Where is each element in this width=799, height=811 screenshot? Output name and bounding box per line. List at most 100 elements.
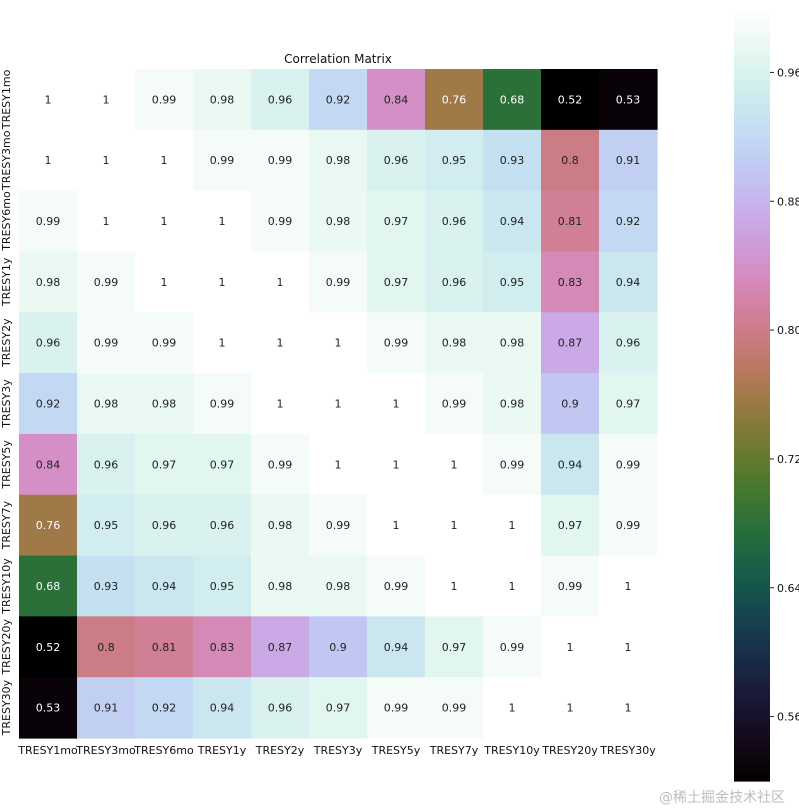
cell-value-label: 0.96 <box>94 458 119 471</box>
colorbar-segment <box>734 747 770 753</box>
colorbar-segment <box>734 326 770 333</box>
heatmap-cell <box>77 677 136 739</box>
heatmap-cell <box>425 373 484 435</box>
cell-value-label: 0.94 <box>558 458 583 471</box>
colorbar-segment <box>734 476 770 483</box>
colorbar-segment <box>734 761 770 768</box>
heatmap-cell <box>193 677 252 739</box>
cell-value-label: 0.92 <box>326 93 351 106</box>
heatmap-cell <box>309 129 368 192</box>
colorbar-segment <box>734 423 770 429</box>
colorbar-segment <box>734 341 770 347</box>
colorbar-segment <box>734 293 770 299</box>
cell-value-label: 0.96 <box>268 702 293 715</box>
colorbar-segment <box>734 75 770 82</box>
heatmap-cell <box>193 616 252 678</box>
heatmap-cell <box>309 190 368 253</box>
heatmap-cell <box>367 69 426 131</box>
colorbar-segment <box>734 220 770 226</box>
colorbar-segment <box>734 510 770 516</box>
heatmap-cell <box>193 69 252 131</box>
cell-value-label: 0.98 <box>36 276 61 289</box>
cell-value-label: 0.81 <box>558 215 583 228</box>
heatmap-cell <box>541 312 600 374</box>
y-tick-label: TRESY10y <box>0 558 13 615</box>
heatmap-cell <box>251 190 310 253</box>
heatmap-cell <box>193 433 252 496</box>
cell-value-label: 0.94 <box>210 702 235 715</box>
cell-value-label: 1 <box>103 154 110 167</box>
heatmap-cell <box>309 677 368 739</box>
cell-value-label: 0.99 <box>152 93 177 106</box>
cell-value-label: 0.92 <box>152 702 177 715</box>
cell-value-label: 1 <box>103 93 110 106</box>
colorbar-tick-label: 0.64 <box>777 582 799 595</box>
colorbar-segment <box>734 346 770 352</box>
heatmap-cell <box>251 312 310 374</box>
cell-value-label: 0.53 <box>616 93 641 106</box>
heatmap-cell <box>77 129 136 192</box>
heatmap-cell <box>541 69 600 131</box>
x-tick-label: TRESY2y <box>255 744 305 757</box>
colorbar-segment <box>734 626 770 632</box>
cell-value-label: 0.99 <box>442 702 467 715</box>
heatmap-cell <box>367 373 426 435</box>
colorbar-segment <box>734 645 770 652</box>
colorbar-segment <box>734 143 770 149</box>
cell-value-label: 0.83 <box>558 276 583 289</box>
colorbar-segment <box>734 544 770 550</box>
heatmap-cell <box>599 129 658 192</box>
colorbar-segment <box>734 375 770 381</box>
colorbar-segment <box>734 191 770 198</box>
colorbar-segment <box>734 404 770 410</box>
colorbar-segment <box>734 249 770 255</box>
colorbar-segment <box>734 742 770 748</box>
colorbar-segment <box>734 94 770 101</box>
cell-value-label: 1 <box>161 215 168 228</box>
colorbar-segment <box>734 244 770 251</box>
cell-value-label: 0.96 <box>442 215 467 228</box>
cell-value-label: 0.9 <box>329 641 347 654</box>
cell-value-label: 0.99 <box>500 458 525 471</box>
colorbar-segment <box>734 51 770 57</box>
colorbar-segment <box>734 239 770 246</box>
colorbar-segment <box>734 351 770 357</box>
heatmap-cell <box>135 190 194 253</box>
colorbar-segment <box>734 713 770 719</box>
colorbar-segment <box>734 148 770 154</box>
heatmap-cell <box>599 433 658 496</box>
x-tick-label: TRESY7y <box>429 744 479 757</box>
colorbar-segment <box>734 46 770 53</box>
cell-value-label: 0.99 <box>210 398 235 411</box>
colorbar-segment <box>734 471 770 478</box>
y-tick-label: TRESY3mo <box>0 130 13 191</box>
cell-value-label: 0.99 <box>94 276 119 289</box>
heatmap-cell <box>251 616 310 678</box>
heatmap-cell <box>425 677 484 739</box>
cell-value-label: 0.96 <box>152 519 177 532</box>
colorbar-segment <box>734 177 770 183</box>
cell-value-label: 0.96 <box>616 337 641 350</box>
x-tick-label: TRESY30y <box>599 744 656 757</box>
heatmap-cell <box>135 373 194 435</box>
heatmap-cell <box>19 69 78 131</box>
colorbar-segment <box>734 119 770 125</box>
cell-value-label: 0.52 <box>558 93 583 106</box>
cell-value-label: 1 <box>277 398 284 411</box>
cell-value-label: 0.93 <box>500 154 525 167</box>
colorbar-segment <box>734 578 770 584</box>
colorbar-segment <box>734 307 770 313</box>
cell-value-label: 0.98 <box>94 398 119 411</box>
colorbar-segment <box>734 694 770 700</box>
colorbar-segment <box>734 360 770 367</box>
cell-value-label: 1 <box>509 702 516 715</box>
colorbar-segment <box>734 297 770 304</box>
colorbar-segment <box>734 549 770 555</box>
cell-value-label: 0.98 <box>268 580 293 593</box>
colorbar-tick-label: 0.96 <box>777 66 799 79</box>
heatmap-cell <box>193 494 252 557</box>
heatmap-cell <box>135 251 194 313</box>
cell-value-label: 0.98 <box>210 93 235 106</box>
heatmap-cell <box>251 433 310 496</box>
heatmap-cell <box>251 129 310 192</box>
